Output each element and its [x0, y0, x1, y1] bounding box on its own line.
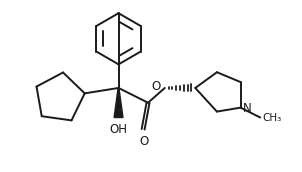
Text: O: O	[152, 80, 161, 94]
Polygon shape	[114, 88, 123, 117]
Text: CH₃: CH₃	[262, 114, 281, 123]
Text: N: N	[243, 102, 251, 115]
Text: O: O	[140, 135, 149, 148]
Text: OH: OH	[110, 123, 127, 136]
